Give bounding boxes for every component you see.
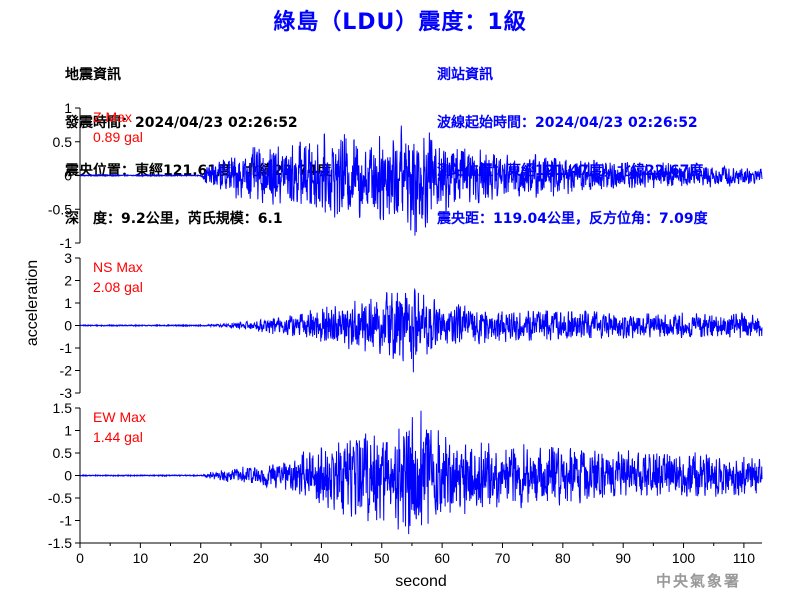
- y-tick-label: -1.5: [48, 535, 72, 551]
- x-tick-label: 70: [495, 550, 511, 566]
- x-tick-label: 80: [555, 550, 571, 566]
- trace-1: [79, 287, 763, 373]
- max-value: 0.89 gal: [93, 129, 143, 145]
- y-tick-label: -0.5: [48, 490, 72, 506]
- x-axis-label: second: [395, 573, 447, 590]
- x-tick-label: 0: [76, 550, 84, 566]
- y-axis-label: acceleration: [24, 260, 41, 346]
- quake-info-heading: 地震資訊: [65, 67, 121, 83]
- wave-start-time: 波線起始時間：2024/04/23 02:26:52: [437, 115, 698, 131]
- quake-time: 發震時間：2024/04/23 02:26:52: [65, 115, 298, 131]
- y-tick-label: -1: [60, 235, 73, 251]
- x-tick-label: 20: [193, 550, 209, 566]
- y-tick-label: -1: [60, 513, 73, 529]
- agency-watermark: 中央氣象署: [656, 572, 742, 590]
- x-tick-label: 30: [253, 550, 269, 566]
- x-tick-label: 100: [672, 550, 696, 566]
- epicentral-distance: 震央距：119.04公里，反方位角：7.09度: [437, 211, 708, 227]
- y-tick-label: -0.5: [48, 201, 72, 217]
- x-tick-label: 40: [314, 550, 330, 566]
- y-tick-label: 0: [64, 318, 72, 334]
- max-label: Z Max: [93, 109, 132, 125]
- depth-magnitude: 深 度：9.2公里，芮氏規模：6.1: [65, 211, 283, 227]
- y-tick-label: 0.5: [53, 134, 73, 150]
- y-tick-label: -1: [60, 340, 73, 356]
- x-tick-label: 90: [615, 550, 631, 566]
- y-tick-label: 0: [64, 168, 72, 184]
- y-tick-label: 1: [64, 423, 72, 439]
- y-tick-label: 2: [64, 273, 72, 289]
- trace-0: [79, 125, 763, 236]
- max-value: 2.08 gal: [93, 279, 143, 295]
- x-tick-label: 10: [133, 550, 149, 566]
- max-label: NS Max: [93, 259, 143, 275]
- station-info-heading: 測站資訊: [437, 67, 493, 83]
- y-tick-label: 1: [64, 295, 72, 311]
- max-label: EW Max: [93, 409, 146, 425]
- y-tick-label: -3: [60, 385, 73, 401]
- y-tick-label: -2: [60, 363, 73, 379]
- y-tick-label: 0: [64, 468, 72, 484]
- max-value: 1.44 gal: [93, 429, 143, 445]
- y-tick-label: 0.5: [53, 445, 73, 461]
- y-tick-label: 1: [64, 100, 72, 116]
- y-tick-label: 1.5: [53, 400, 73, 416]
- x-tick-label: 60: [434, 550, 450, 566]
- page-title: 綠島（LDU）震度：1級: [273, 10, 527, 35]
- y-tick-label: 3: [64, 250, 72, 266]
- x-tick-label: 110: [733, 550, 756, 566]
- x-tick-label: 50: [374, 550, 390, 566]
- trace-2: [79, 410, 763, 535]
